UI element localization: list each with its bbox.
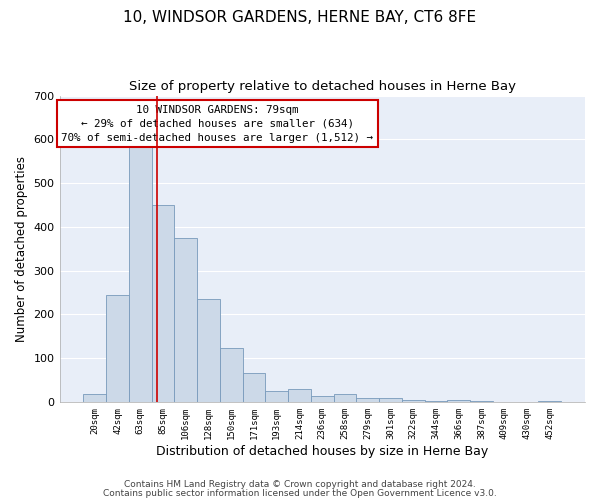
Bar [379,398,402,402]
Bar [175,238,197,402]
Bar [106,294,129,402]
Text: 10 WINDSOR GARDENS: 79sqm
← 29% of detached houses are smaller (634)
70% of semi: 10 WINDSOR GARDENS: 79sqm ← 29% of detac… [61,104,373,142]
Bar [425,400,448,402]
Text: Contains HM Land Registry data © Crown copyright and database right 2024.: Contains HM Land Registry data © Crown c… [124,480,476,489]
Text: 10, WINDSOR GARDENS, HERNE BAY, CT6 8FE: 10, WINDSOR GARDENS, HERNE BAY, CT6 8FE [124,10,476,25]
Bar [197,299,220,402]
Bar [288,388,311,402]
Bar [470,400,493,402]
Bar [311,396,334,402]
Bar [152,205,175,402]
Bar [83,394,106,402]
Bar [220,348,242,402]
Bar [356,398,379,402]
Bar [538,401,561,402]
Y-axis label: Number of detached properties: Number of detached properties [15,156,28,342]
Bar [448,400,470,402]
Bar [402,400,425,402]
X-axis label: Distribution of detached houses by size in Herne Bay: Distribution of detached houses by size … [156,444,488,458]
Title: Size of property relative to detached houses in Herne Bay: Size of property relative to detached ho… [129,80,516,93]
Bar [129,146,152,402]
Bar [242,372,265,402]
Bar [265,391,288,402]
Text: Contains public sector information licensed under the Open Government Licence v3: Contains public sector information licen… [103,490,497,498]
Bar [334,394,356,402]
